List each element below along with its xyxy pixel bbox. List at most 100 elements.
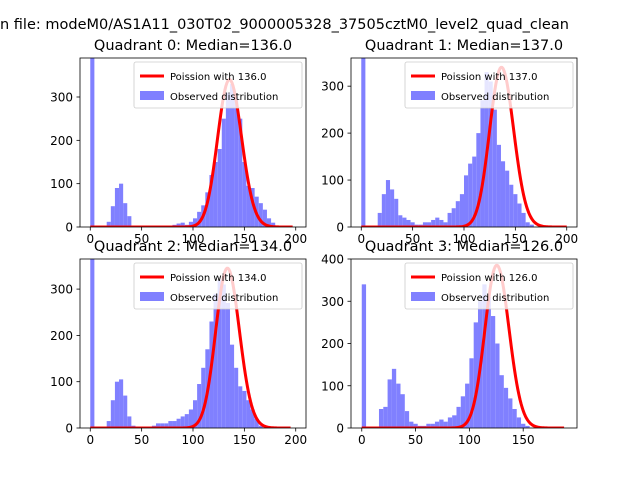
histogram-bar xyxy=(525,425,530,428)
y-tick-label: 100 xyxy=(321,379,344,393)
subplot-grid: 0 50 100 150 200 0 100 200 300 Quadrant 0: Median… xyxy=(50,38,578,447)
histogram-bar xyxy=(406,219,411,227)
legend-label-observed: Observed distribution xyxy=(441,92,549,103)
histogram-bar xyxy=(447,417,453,428)
histogram-bar xyxy=(254,418,259,428)
y-tick-label: 300 xyxy=(321,80,344,94)
y-tick-label: 0 xyxy=(336,221,344,235)
histogram-bar xyxy=(394,198,399,227)
histogram-bar xyxy=(383,406,388,428)
y-tick-label: 0 xyxy=(65,422,73,436)
histogram-bar xyxy=(106,221,111,227)
histogram-bar xyxy=(434,421,440,428)
histogram-bar xyxy=(476,133,481,227)
legend-label-observed: Observed distribution xyxy=(170,293,278,304)
histogram-bar xyxy=(164,423,169,428)
x-tick-label: 50 xyxy=(405,232,420,246)
histogram-bar xyxy=(455,201,460,227)
histogram-bar xyxy=(217,149,222,227)
plot-area xyxy=(89,259,292,428)
legend-label-poisson: Poission with 137.0 xyxy=(441,72,537,83)
histogram-bar xyxy=(225,92,230,227)
legend-bar-swatch xyxy=(411,292,435,301)
histogram-bar xyxy=(193,218,198,227)
histogram-bar xyxy=(90,259,95,428)
histogram-bar xyxy=(234,97,239,227)
histogram-bar xyxy=(508,398,513,428)
histogram-bar xyxy=(201,367,206,428)
histogram-bar xyxy=(378,408,384,428)
legend: Poission with 136.0 Observed distribution xyxy=(133,61,303,109)
histogram-bar xyxy=(525,222,530,227)
histogram-bar xyxy=(409,421,414,428)
histogram-bar xyxy=(381,194,386,227)
histogram-bar xyxy=(404,411,410,428)
legend-label-poisson: Poission with 126.0 xyxy=(441,273,537,284)
histogram-bar xyxy=(513,194,518,227)
histogram-bar xyxy=(242,390,247,428)
histogram-bar xyxy=(488,81,493,227)
histogram-bar xyxy=(452,415,457,428)
histogram-bar xyxy=(465,383,470,428)
histogram-bar xyxy=(221,118,226,227)
histogram-bar xyxy=(451,208,456,227)
legend-box xyxy=(133,262,303,310)
x-tick-label: 100 xyxy=(453,232,476,246)
histogram-bar xyxy=(197,384,202,428)
x-tick-label: 50 xyxy=(134,433,149,447)
subplot-quadrant-2: 0 50 100 150 200 0 100 200 300 Quadrant 2: Median… xyxy=(50,239,307,447)
y-tick-label: 0 xyxy=(65,221,73,235)
histogram-bar xyxy=(205,192,210,227)
histogram-bar xyxy=(234,367,239,428)
subplot-title: Quadrant 0: Median=136.0 xyxy=(94,38,292,54)
legend-box xyxy=(404,61,574,109)
legend-label-poisson: Poission with 134.0 xyxy=(170,273,266,284)
subplot-title: Quadrant 2: Median=134.0 xyxy=(94,239,292,255)
histogram-bar xyxy=(521,423,526,428)
histogram-bar xyxy=(496,144,501,227)
histogram-bar xyxy=(213,162,218,227)
histogram-bar xyxy=(512,408,517,428)
histogram-bar xyxy=(361,284,367,428)
histogram-bar xyxy=(469,358,474,428)
histogram-bar xyxy=(119,379,124,428)
histogram-bar xyxy=(492,109,497,227)
poisson-curve xyxy=(89,266,292,428)
histogram-bar xyxy=(430,423,435,428)
histogram-bar xyxy=(486,297,491,428)
x-tick-label: 0 xyxy=(86,232,94,246)
histogram-bar xyxy=(473,322,478,428)
legend-box xyxy=(133,61,303,109)
histogram-bar xyxy=(238,118,243,227)
histogram-bar xyxy=(229,84,235,227)
plot-area xyxy=(360,58,568,227)
subplot-title: Quadrant 1: Median=137.0 xyxy=(365,38,563,54)
histogram-bar xyxy=(213,293,218,428)
histogram-bar xyxy=(114,381,120,428)
histogram-bar xyxy=(361,58,366,227)
histogram-bar xyxy=(127,416,132,428)
y-tick-label: 100 xyxy=(50,177,73,191)
histogram-bar xyxy=(509,184,514,227)
histogram-bar xyxy=(398,215,403,227)
poisson-curve xyxy=(89,78,294,227)
plot-area xyxy=(361,263,565,428)
histogram-bar xyxy=(193,400,198,428)
x-tick-label: 150 xyxy=(504,232,527,246)
histogram-bar xyxy=(180,416,185,428)
figure-suptitle: n file: modeM0/AS1A11_030T02_9000005328_… xyxy=(0,17,569,33)
x-tick-label: 50 xyxy=(408,433,423,447)
histogram-bar xyxy=(242,162,247,227)
histogram-bar xyxy=(271,222,276,227)
x-tick-label: 0 xyxy=(358,433,366,447)
histogram-bar xyxy=(439,219,444,227)
legend-bar-swatch xyxy=(140,91,164,100)
histogram-bar xyxy=(246,400,251,428)
x-tick-label: 200 xyxy=(284,433,307,447)
histogram-bar xyxy=(387,379,392,428)
histogram-bar xyxy=(258,203,263,227)
histogram-bar xyxy=(413,423,418,428)
histogram-bar xyxy=(516,417,522,428)
histogram-bar xyxy=(127,216,132,227)
